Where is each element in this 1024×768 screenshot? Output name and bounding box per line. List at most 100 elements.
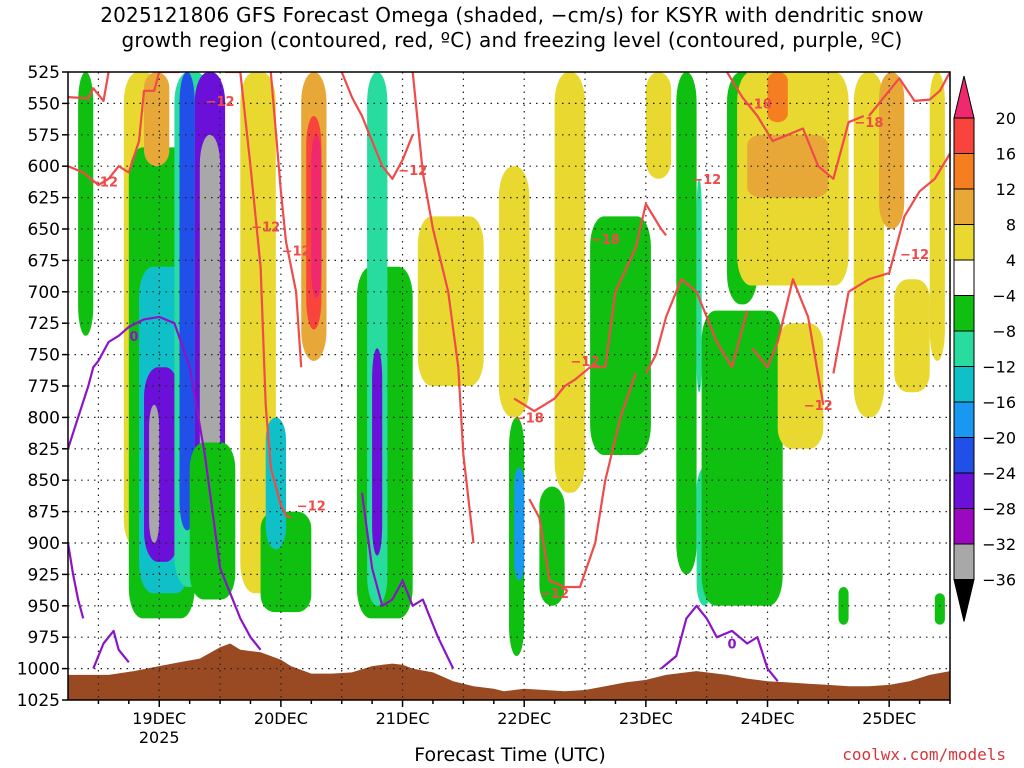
dgz-contour-label: −12 xyxy=(571,355,600,370)
dgz-contour-label: −12 xyxy=(804,399,833,414)
dgz-contour-label: −12 xyxy=(89,175,118,190)
colorbar-segment xyxy=(953,259,975,296)
x-tick-label: 19DEC xyxy=(132,709,186,728)
colorbar-label: −36 xyxy=(982,571,1016,590)
dgz-contour-label: −18 xyxy=(854,116,883,131)
y-tick-label: 575 xyxy=(28,126,60,146)
omega-region xyxy=(78,72,94,336)
omega-region xyxy=(144,72,170,167)
dgz-contour-label: −12 xyxy=(297,499,326,514)
omega-region xyxy=(149,404,160,543)
site-credit[interactable]: coolwx.com/models xyxy=(842,745,1006,764)
colorbar-label: 20 xyxy=(996,109,1016,128)
y-tick-label: 650 xyxy=(28,220,60,240)
y-tick-label: 775 xyxy=(28,377,60,397)
colorbar-bottom-arrow xyxy=(953,579,975,622)
colorbar-label: −16 xyxy=(982,393,1016,412)
colorbar-label: −4 xyxy=(992,287,1016,306)
colorbar-top-arrow xyxy=(953,75,975,119)
colorbar-label: 12 xyxy=(996,180,1016,199)
dgz-contour xyxy=(832,153,950,374)
x-tick-label: 24DEC xyxy=(741,709,795,728)
omega-region xyxy=(189,442,236,600)
dgz-contour xyxy=(340,72,414,180)
y-tick-label: 975 xyxy=(28,628,60,648)
colorbar-label: −28 xyxy=(982,500,1016,519)
freezing-level-contour xyxy=(660,604,779,682)
dgz-contour-label: −12 xyxy=(206,95,235,110)
omega-region xyxy=(539,486,565,606)
y-tick-label: 1000 xyxy=(17,660,60,680)
omega-region xyxy=(696,178,702,393)
omega-region xyxy=(838,587,849,625)
omega-region xyxy=(767,72,788,123)
dgz-contour xyxy=(513,202,667,413)
colorbar-label: 8 xyxy=(1006,216,1016,235)
colorbar-segment xyxy=(953,295,975,332)
freezing-level-contour xyxy=(360,492,455,670)
y-tick-label: 925 xyxy=(28,565,60,585)
dgz-contour-label: −12 xyxy=(692,173,721,188)
dgz-contour xyxy=(726,72,865,180)
omega-region xyxy=(372,348,383,556)
terrain-fill xyxy=(68,643,950,700)
omega-region xyxy=(777,323,824,449)
colorbar-segment xyxy=(953,224,975,261)
dgz-contour xyxy=(868,72,950,117)
omega-region xyxy=(701,310,783,606)
y-tick-label: 625 xyxy=(28,189,60,209)
omega-region xyxy=(645,72,672,179)
dgz-contour-label: −12 xyxy=(251,221,280,236)
colorbar-label: −32 xyxy=(982,535,1016,554)
colorbar-segment xyxy=(953,330,975,367)
x-tick-sublabel: 2025 xyxy=(139,728,180,747)
y-tick-label: 750 xyxy=(28,346,60,366)
dgz-contour xyxy=(411,72,475,544)
dgz-contour-label: −18 xyxy=(515,411,544,426)
dgz-contour xyxy=(225,72,292,519)
dgz-contour xyxy=(751,278,825,405)
colorbar-segment xyxy=(953,472,975,509)
dgz-contour xyxy=(68,72,110,102)
dgz-contour xyxy=(68,72,180,187)
chart-title-line-1: 2025121806 GFS Forecast Omega (shaded, −… xyxy=(100,3,924,27)
omega-region xyxy=(934,593,945,625)
y-tick-label: 675 xyxy=(28,251,60,271)
x-tick-label: 21DEC xyxy=(376,709,430,728)
colorbar-label: −20 xyxy=(982,429,1016,448)
y-tick-label: 700 xyxy=(28,283,60,303)
y-tick-label: 800 xyxy=(28,408,60,428)
omega-region xyxy=(417,216,484,386)
omega-region xyxy=(590,216,651,455)
dgz-contour-label: −18 xyxy=(743,97,772,112)
contour-layer: −12−12−12−12−12−12−18−12−18−12−12−18−18−… xyxy=(68,72,950,682)
colorbar: 20 16 12 8 4 −4 −8 −12 −16 −20 −24 −28 −32 −36 xyxy=(953,75,1016,622)
omega-region xyxy=(199,134,221,518)
colorbar-label: 4 xyxy=(1006,251,1016,270)
y-tick-label: 875 xyxy=(28,503,60,523)
x-axis-label: Forecast Time (UTC) xyxy=(414,744,606,766)
dgz-contour xyxy=(269,72,303,368)
omega-region xyxy=(498,166,530,418)
omega-region xyxy=(929,72,945,361)
x-tick-label: 23DEC xyxy=(619,709,673,728)
colorbar-label: −24 xyxy=(982,464,1016,483)
colorbar-segment xyxy=(953,153,975,190)
freezing-contour-label: 0 xyxy=(129,330,138,345)
dgz-contour-label: −12 xyxy=(398,164,427,179)
x-tick-label: 25DEC xyxy=(862,709,916,728)
colorbar-segment xyxy=(953,401,975,438)
dgz-contour-label: −12 xyxy=(540,587,569,602)
colorbar-segment xyxy=(953,188,975,225)
chart-title-line-2: growth region (contoured, red, ºC) and f… xyxy=(121,28,903,52)
axes: 525 550 575 600 625 650 675 700 725 750 775 800 825 8… xyxy=(17,63,951,747)
y-tick-label: 525 xyxy=(28,63,60,83)
y-tick-label: 850 xyxy=(28,471,60,491)
y-tick-label: 825 xyxy=(28,440,60,460)
y-tick-label: 725 xyxy=(28,314,60,334)
y-tick-label: 900 xyxy=(28,534,60,554)
colorbar-segment xyxy=(953,437,975,474)
omega-region xyxy=(853,72,885,418)
freezing-contour-label: 0 xyxy=(727,638,736,653)
